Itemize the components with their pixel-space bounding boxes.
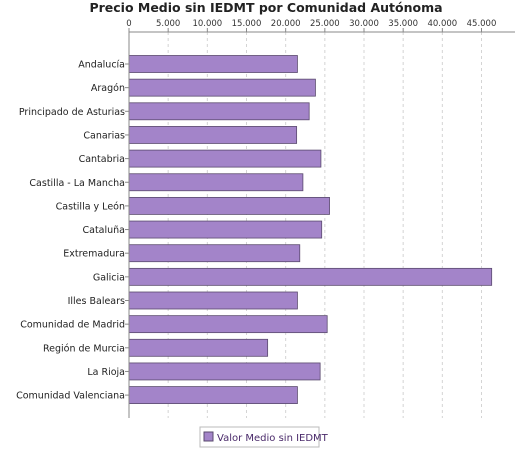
- x-tick-label: 0: [126, 19, 131, 29]
- bar: [128, 102, 310, 121]
- bar: [128, 315, 328, 334]
- category-label: Aragón: [91, 83, 125, 94]
- bar: [128, 173, 304, 192]
- bar: [128, 196, 330, 215]
- x-tick-label: 10.000: [192, 19, 222, 29]
- legend: Valor Medio sin IEDMT: [199, 426, 329, 448]
- bar: [128, 291, 298, 310]
- bar: [128, 386, 298, 405]
- category-label: Galicia: [93, 272, 125, 283]
- bar: [128, 338, 269, 357]
- category-label: Castilla y León: [56, 201, 125, 212]
- bar: [128, 244, 301, 263]
- bars: [128, 55, 493, 405]
- legend-swatch: [203, 431, 214, 442]
- category-label: La Rioja: [87, 367, 125, 378]
- category-label: Castilla - La Mancha: [29, 178, 125, 189]
- x-tick-label: 15.000: [232, 19, 262, 29]
- category-label: Comunidad Valenciana: [16, 391, 125, 402]
- category-label: Andalucía: [78, 60, 125, 71]
- x-tick-label: 5.000: [156, 19, 180, 29]
- chart-title: Precio Medio sin IEDMT por Comunidad Aut…: [89, 0, 442, 15]
- bar: [128, 55, 298, 73]
- category-label: Cantabria: [79, 154, 125, 165]
- category-label: Región de Murcia: [43, 343, 125, 354]
- legend-frame: [199, 426, 320, 448]
- category-label: Comunidad de Madrid: [20, 320, 125, 331]
- category-axis: Andalucía Aragón Principado de Asturias Can…: [16, 28, 130, 418]
- category-label: Canarias: [83, 130, 125, 141]
- category-label: Principado de Asturias: [19, 107, 125, 118]
- category-label: Extremadura: [63, 249, 125, 260]
- bar: [128, 126, 298, 144]
- category-label: Cataluña: [82, 225, 125, 236]
- bar: [128, 362, 321, 381]
- bar: [128, 267, 493, 286]
- x-tick-label: 45.000: [467, 19, 497, 29]
- bar: [128, 78, 316, 97]
- x-tick-label: 30.000: [349, 19, 379, 29]
- x-tick-label: 20.000: [271, 19, 301, 29]
- bar: [128, 220, 323, 239]
- x-tick-label: 40.000: [427, 19, 457, 29]
- bar: [128, 149, 322, 168]
- x-tick-label: 35.000: [388, 19, 418, 29]
- x-axis: 0 5.000 10.000 15.000 20.000 25.000 30.000 35.0…: [126, 19, 515, 33]
- x-tick-label: 25.000: [310, 19, 340, 29]
- category-label: Illes Balears: [68, 296, 125, 307]
- legend-label: Valor Medio sin IEDMT: [217, 433, 329, 444]
